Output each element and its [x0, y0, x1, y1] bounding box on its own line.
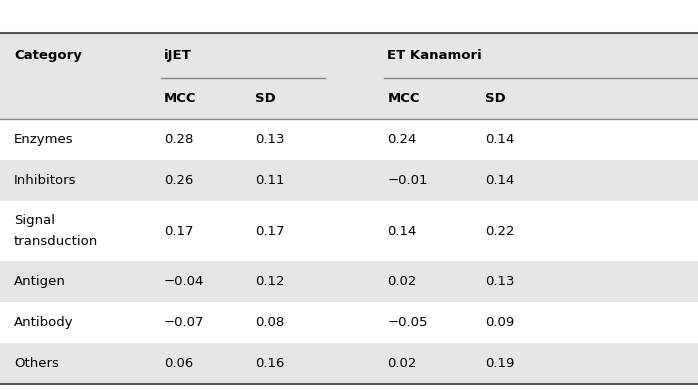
Text: 0.17: 0.17 — [164, 225, 193, 238]
Text: 0.09: 0.09 — [485, 316, 514, 329]
Text: 0.17: 0.17 — [255, 225, 284, 238]
Text: 0.12: 0.12 — [255, 275, 284, 288]
Text: Signal: Signal — [14, 214, 55, 227]
Bar — [0, 160, 698, 201]
Text: 0.02: 0.02 — [387, 357, 417, 370]
Text: SD: SD — [485, 92, 506, 105]
Text: 0.19: 0.19 — [485, 357, 514, 370]
Text: Antibody: Antibody — [14, 316, 73, 329]
Text: −0.07: −0.07 — [164, 316, 205, 329]
Bar — [0, 302, 698, 343]
Text: −0.01: −0.01 — [387, 174, 428, 187]
Text: 0.02: 0.02 — [387, 275, 417, 288]
Bar — [0, 201, 698, 261]
Text: Antigen: Antigen — [14, 275, 66, 288]
Text: SD: SD — [255, 92, 276, 105]
Bar — [0, 343, 698, 384]
Bar — [0, 78, 698, 119]
Text: 0.13: 0.13 — [255, 133, 284, 146]
Text: 0.11: 0.11 — [255, 174, 284, 187]
Text: MCC: MCC — [164, 92, 197, 105]
Text: MCC: MCC — [387, 92, 420, 105]
Text: 0.16: 0.16 — [255, 357, 284, 370]
Text: −0.05: −0.05 — [387, 316, 428, 329]
Text: 0.28: 0.28 — [164, 133, 193, 146]
Text: Enzymes: Enzymes — [14, 133, 73, 146]
Text: transduction: transduction — [14, 235, 98, 248]
Text: 0.14: 0.14 — [485, 174, 514, 187]
Text: 0.24: 0.24 — [387, 133, 417, 146]
Text: 0.14: 0.14 — [387, 225, 417, 238]
Text: Others: Others — [14, 357, 59, 370]
Text: 0.22: 0.22 — [485, 225, 514, 238]
Text: 0.26: 0.26 — [164, 174, 193, 187]
Bar — [0, 119, 698, 160]
Bar — [0, 33, 698, 78]
Text: iJET: iJET — [164, 49, 192, 62]
Text: 0.06: 0.06 — [164, 357, 193, 370]
Bar — [0, 0, 698, 33]
Text: 0.14: 0.14 — [485, 133, 514, 146]
Text: −0.04: −0.04 — [164, 275, 205, 288]
Bar — [0, 261, 698, 302]
Text: Inhibitors: Inhibitors — [14, 174, 77, 187]
Text: 0.08: 0.08 — [255, 316, 284, 329]
Text: Category: Category — [14, 49, 82, 62]
Text: ET Kanamori: ET Kanamori — [387, 49, 482, 62]
Text: 0.13: 0.13 — [485, 275, 514, 288]
